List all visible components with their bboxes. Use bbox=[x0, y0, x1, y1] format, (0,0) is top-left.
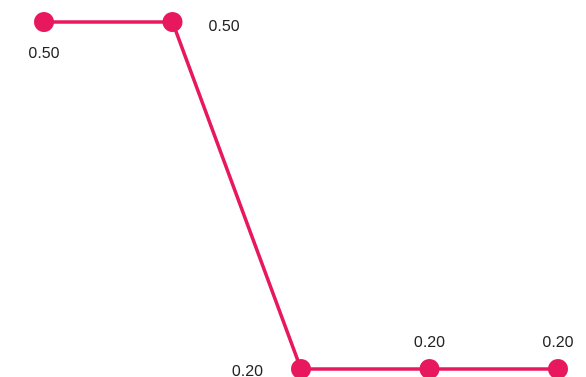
data-label-3: 0.20 bbox=[232, 363, 263, 377]
data-points bbox=[34, 12, 568, 377]
data-point-4 bbox=[419, 359, 440, 377]
data-label-5: 0.20 bbox=[542, 334, 573, 351]
data-point-2 bbox=[162, 12, 183, 32]
series-line bbox=[42, 20, 560, 371]
data-label-1: 0.50 bbox=[28, 45, 59, 62]
data-point-3 bbox=[291, 359, 311, 377]
data-point-1 bbox=[34, 12, 54, 32]
data-point-5 bbox=[548, 359, 568, 377]
data-label-4: 0.20 bbox=[414, 334, 445, 351]
data-labels: 0.50 0.50 0.20 0.20 0.20 bbox=[28, 18, 573, 377]
data-label-2: 0.50 bbox=[209, 18, 240, 35]
